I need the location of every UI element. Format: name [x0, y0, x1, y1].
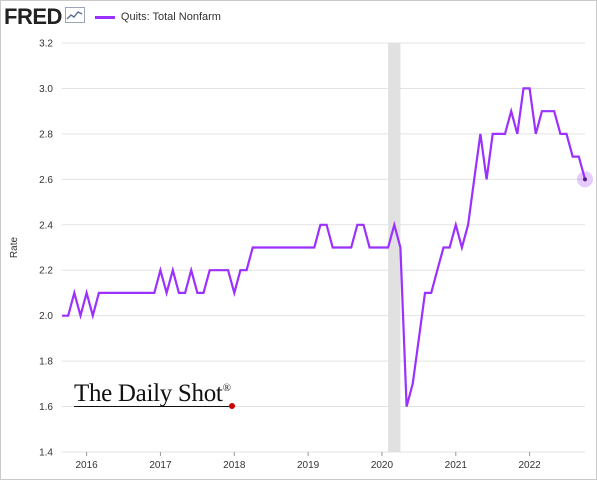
- x-tick-label: 2021: [445, 460, 468, 471]
- y-tick-label: 1.6: [39, 402, 53, 413]
- series-line[interactable]: [62, 87, 587, 407]
- legend-label: Quits: Total Nonfarm: [120, 11, 221, 23]
- y-tick-label: 2.6: [39, 175, 53, 186]
- line-chart-icon: [64, 6, 85, 28]
- y-tick-label: 2.0: [39, 311, 53, 322]
- y-axis-label: Rate: [9, 237, 20, 259]
- y-tick-label: 3.0: [39, 84, 53, 95]
- registered-mark: ®: [222, 382, 231, 394]
- x-tick-label: 2018: [223, 460, 246, 471]
- last-data-point[interactable]: [583, 177, 587, 182]
- y-tick-label: 2.4: [39, 220, 53, 231]
- y-axis-ticks: 1.4 1.6 1.8 2.0 2.2 2.4 2.6 2.8 3.0 3.2: [39, 39, 53, 459]
- x-tick-label: 2019: [297, 460, 320, 471]
- x-tick-label: 2017: [149, 460, 172, 471]
- x-axis-ticks: 2016 2017 2018 2019 2020 2021 2022: [75, 452, 541, 471]
- recession-shading: [388, 43, 401, 452]
- y-tick-label: 3.2: [39, 39, 53, 50]
- y-tick-label: 1.8: [39, 357, 53, 368]
- fred-logo[interactable]: FRED: [4, 4, 62, 29]
- y-tick-label: 1.4: [39, 448, 53, 459]
- chart-legend[interactable]: Quits: Total Nonfarm: [94, 11, 221, 23]
- chart-header: FRED Quits: Total Nonfarm: [4, 2, 221, 32]
- watermark-text: The Daily Shot: [74, 380, 223, 407]
- series-layer: [62, 87, 593, 407]
- x-tick-label: 2020: [371, 460, 394, 471]
- watermark-dot: [229, 403, 235, 409]
- watermark-underline: [74, 406, 232, 407]
- y-tick-label: 2.8: [39, 129, 53, 140]
- y-tick-label: 2.2: [39, 266, 53, 277]
- legend-swatch: [94, 15, 115, 19]
- x-tick-label: 2016: [75, 460, 98, 471]
- watermark-logo: The Daily Shot®: [74, 380, 231, 408]
- recession-band: [388, 43, 401, 452]
- x-tick-label: 2022: [518, 460, 541, 471]
